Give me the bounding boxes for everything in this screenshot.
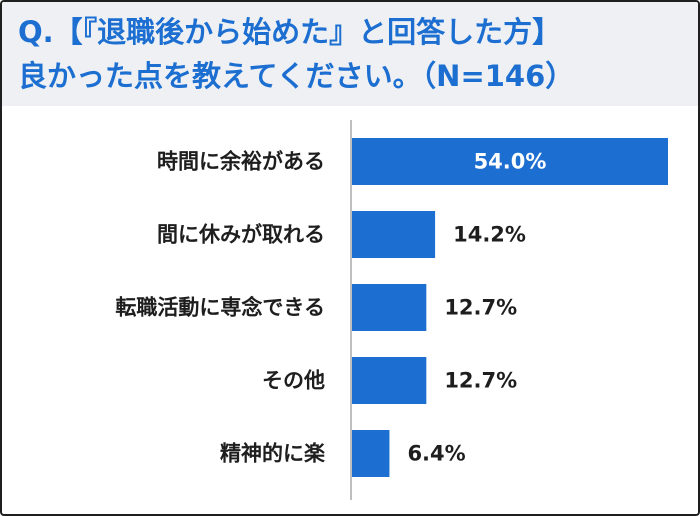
category-label: 精神的に楽 bbox=[220, 442, 326, 466]
value-label: 6.4% bbox=[407, 442, 465, 466]
value-label: 14.2% bbox=[453, 223, 526, 247]
value-label: 12.7% bbox=[444, 296, 517, 320]
category-label: その他 bbox=[262, 369, 325, 393]
bar bbox=[352, 211, 436, 258]
value-label: 54.0% bbox=[474, 150, 547, 174]
question-header: Q.【『退職後から始めた』と回答した方】 良かった点を教えてください。（N=14… bbox=[2, 2, 698, 106]
category-label: 転職活動に専念できる bbox=[115, 296, 325, 320]
bar-chart: 時間に余裕がある 54.0% 間に休みが取れる 14.2% 転職活動に専念できる 12.7… bbox=[115, 120, 668, 500]
category-label: 時間に余裕がある bbox=[157, 150, 325, 174]
bar bbox=[352, 430, 390, 477]
question-title-line-1: Q.【『退職後から始めた』と回答した方】 bbox=[18, 15, 562, 49]
bar bbox=[352, 357, 427, 404]
category-label: 間に休みが取れる bbox=[157, 223, 325, 247]
question-title: Q.【『退職後から始めた』と回答した方】 良かった点を教えてください。（N=14… bbox=[18, 10, 688, 98]
bar bbox=[352, 138, 668, 185]
value-label: 12.7% bbox=[444, 369, 517, 393]
question-title-line-2: 良かった点を教えてください。（N=146） bbox=[18, 59, 575, 93]
bar bbox=[352, 284, 427, 331]
